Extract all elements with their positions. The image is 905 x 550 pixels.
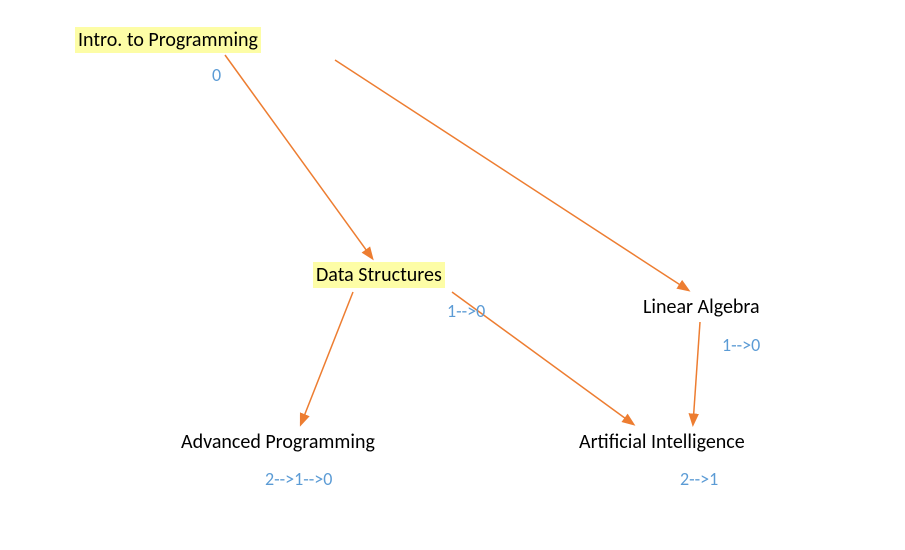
annotation-ds: 1-->0 (447, 300, 485, 322)
node-label-ds: Data Structures (313, 262, 445, 288)
node-label-ai: Artificial Intelligence (576, 429, 748, 455)
edge-intro-ds (225, 55, 372, 258)
annotation-adv: 2-->1-->0 (265, 468, 332, 490)
annotation-ai: 2-->1 (680, 468, 718, 490)
edge-ds-adv (301, 292, 353, 424)
annotation-la: 1-->0 (722, 334, 760, 356)
diagram-edges (0, 0, 905, 550)
annotation-intro: 0 (212, 64, 221, 86)
node-ds: Data Structures (313, 263, 445, 287)
node-ai: Artificial Intelligence (576, 430, 748, 454)
node-label-adv: Advanced Programming (178, 429, 378, 455)
node-label-intro: Intro. to Programming (75, 27, 261, 53)
edge-intro-la (335, 60, 688, 290)
edge-la-ai (693, 322, 700, 424)
node-adv: Advanced Programming (178, 430, 378, 454)
node-la: Linear Algebra (640, 295, 763, 319)
node-intro: Intro. to Programming (75, 28, 261, 52)
node-label-la: Linear Algebra (640, 294, 763, 320)
